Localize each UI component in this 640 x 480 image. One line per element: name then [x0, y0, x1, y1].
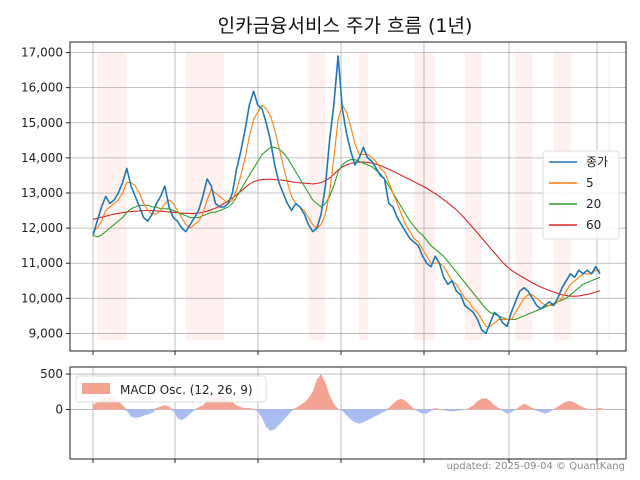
chart-title: 인카금융서비스 주가 흐름 (1년) — [218, 15, 473, 37]
macd-legend-swatch — [82, 383, 110, 394]
price-ytick-label-3: 12,000 — [21, 221, 63, 235]
price-plot-frame — [69, 41, 627, 352]
footer-text: updated: 2025-09-04 © QuantKang — [447, 461, 625, 472]
highlight-bands — [97, 52, 611, 341]
price-ytick-label-0: 9,000 — [29, 326, 63, 340]
price-panel: 9,000 10,000 11,000 12,000 13,000 14,000 15,00… — [21, 41, 627, 355]
price-ytick-label-2: 11,000 — [21, 256, 63, 270]
price-y-ticks: 9,000 10,000 11,000 12,000 13,000 14,000 15,00… — [21, 46, 598, 355]
macd-legend-box — [75, 375, 267, 403]
macd-legend: MACD Osc. (12, 26, 9) — [75, 375, 267, 403]
highlight-band-5 — [464, 52, 482, 341]
macd-y-ticks: 0 500 — [40, 367, 598, 463]
series-line-5 — [92, 104, 600, 327]
price-ytick-label-7: 16,000 — [21, 81, 63, 95]
macd-ytick-label-1: 500 — [40, 367, 63, 381]
highlight-band-1 — [185, 52, 224, 341]
series-line-20 — [92, 146, 601, 320]
highlight-band-3 — [359, 52, 368, 341]
macd-plot-frame — [69, 366, 627, 460]
price-series-lines — [92, 55, 601, 335]
price-ytick-label-4: 13,000 — [21, 186, 63, 200]
price-ytick-label-6: 15,000 — [21, 116, 63, 130]
macd-ytick-label-0: 0 — [55, 402, 63, 416]
macd-panel: 0 500 MACD Osc. (12, 26, 9) — [40, 366, 627, 463]
price-legend-box — [542, 150, 620, 240]
highlight-band-4 — [414, 52, 436, 341]
legend-label-3: 60 — [586, 218, 601, 232]
legend-label-0: 종가 — [586, 155, 608, 169]
highlight-band-2 — [308, 52, 326, 341]
macd-legend-label: MACD Osc. (12, 26, 9) — [120, 383, 253, 397]
highlight-band-0 — [97, 52, 127, 341]
price-ytick-label-8: 17,000 — [21, 46, 63, 60]
legend-label-2: 20 — [586, 197, 601, 211]
price-ytick-label-1: 10,000 — [21, 291, 63, 305]
legend-label-1: 5 — [586, 176, 594, 190]
macd-negative-area — [93, 409, 605, 431]
price-ytick-label-5: 14,000 — [21, 151, 63, 165]
price-legend: 종가 5 20 60 — [542, 150, 620, 240]
series-line-종가 — [92, 55, 601, 335]
highlight-band-6 — [515, 52, 533, 341]
